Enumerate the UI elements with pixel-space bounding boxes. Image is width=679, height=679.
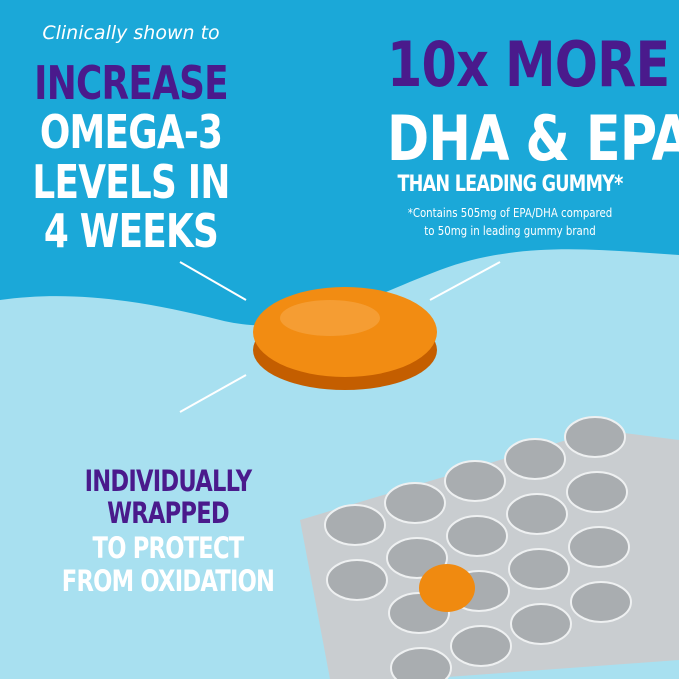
blister-pack-image xyxy=(300,416,679,679)
blister-dome xyxy=(506,493,568,535)
right-subheadline: THAN LEADING GUMMY* xyxy=(397,172,623,197)
footnote-line-1: *Contains 505mg of EPA/DHA compared xyxy=(407,206,613,220)
bottom-headline-2: WRAPPED xyxy=(107,496,230,530)
blister-dome xyxy=(444,460,506,502)
gummy-image xyxy=(253,287,437,390)
left-headline-2: OMEGA-3 xyxy=(39,105,223,159)
pointer-line-right xyxy=(429,261,501,301)
bottom-headline-1: INDIVIDUALLY xyxy=(84,464,253,498)
left-headline-1: INCREASE xyxy=(34,56,229,110)
top-wave-region xyxy=(0,0,679,326)
pointer-line-left xyxy=(179,261,247,301)
blister-dome xyxy=(564,416,626,458)
blister-dome xyxy=(566,471,628,513)
bottom-headline-4: FROM OXIDATION xyxy=(61,564,275,598)
right-headline-1: 10x MORE xyxy=(387,28,670,101)
blister-dome xyxy=(508,548,570,590)
blister-dome xyxy=(570,581,632,623)
left-intro-text: Clinically shown to xyxy=(42,22,220,44)
footnote-line-2: to 50mg in leading gummy brand xyxy=(424,224,596,238)
left-headline-4: 4 WEEKS xyxy=(43,204,219,258)
bottom-headline-3: TO PROTECT xyxy=(92,531,245,565)
blister-dome xyxy=(568,526,630,568)
blister-dome xyxy=(504,438,566,480)
blister-dome xyxy=(510,603,572,645)
blister-dome xyxy=(450,625,512,667)
blister-dome xyxy=(384,482,446,524)
blister-dome xyxy=(326,559,388,601)
left-headline-3: LEVELS IN xyxy=(32,155,230,209)
blister-dome xyxy=(324,504,386,546)
right-headline-2: DHA & EPA xyxy=(387,102,679,175)
pointer-line-bottom xyxy=(179,374,247,413)
blister-dome xyxy=(390,647,452,679)
blister-dome xyxy=(446,515,508,557)
